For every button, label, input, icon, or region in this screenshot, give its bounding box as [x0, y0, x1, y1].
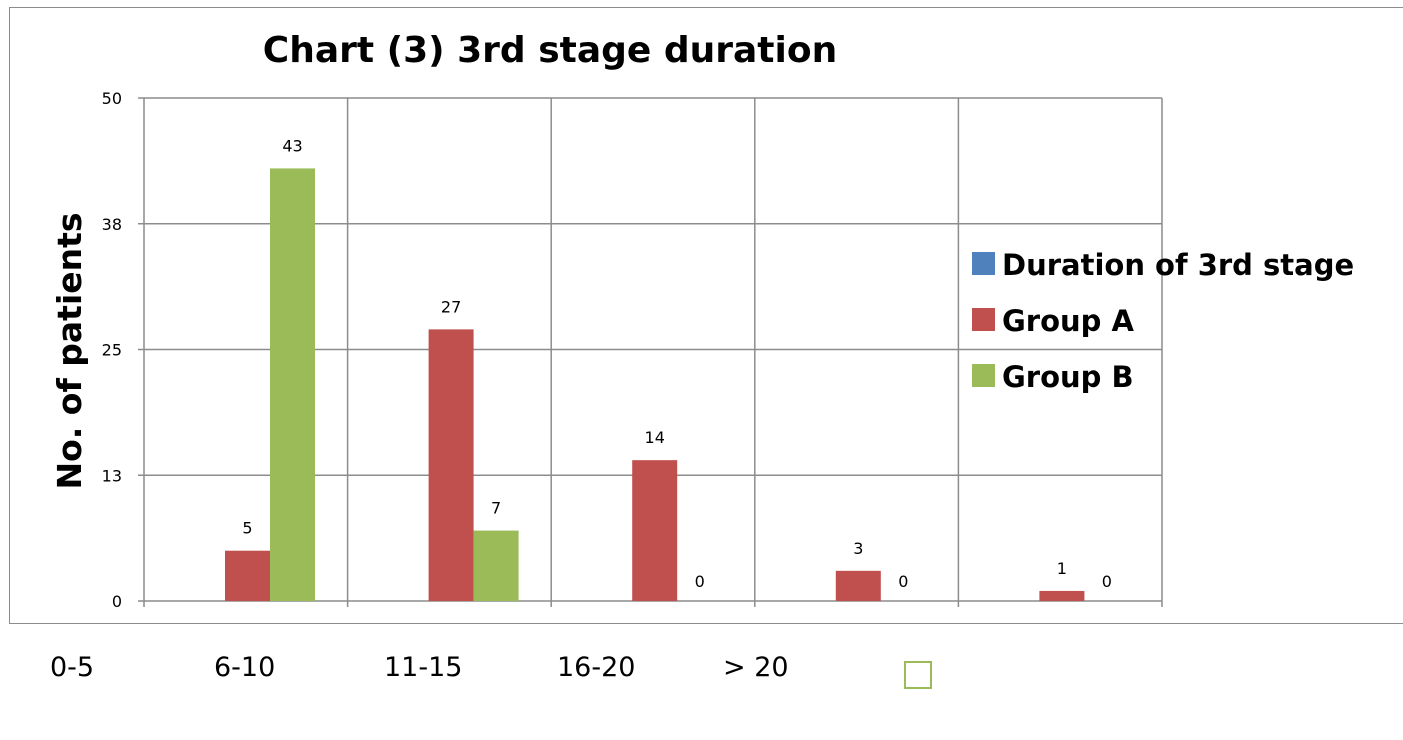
bar-group-a-4: [1039, 590, 1085, 601]
legend-swatch: [972, 308, 995, 331]
x-category-label: > 20: [723, 652, 789, 683]
legend-swatch: [972, 252, 995, 275]
data-label: 0: [1102, 572, 1112, 591]
category-labels: 0-5 6-10 11-15 16-20 > 20: [50, 652, 789, 683]
data-label: 27: [441, 297, 461, 316]
data-label: 14: [645, 428, 665, 447]
y-tick-label: 25: [102, 341, 122, 360]
stray-legend-marker: [904, 661, 932, 689]
legend: Duration of 3rd stage Group A Group B: [972, 248, 1354, 394]
bar-group-a-3: [835, 570, 881, 601]
data-label: 5: [242, 519, 252, 538]
bar-group-a-0: [225, 550, 270, 601]
data-label: 0: [898, 572, 908, 591]
stray-legend-text: Group B: [884, 737, 1016, 740]
stray-legend-fragment: Group B: [884, 661, 1016, 740]
y-tick-label: 38: [102, 215, 122, 234]
legend-swatch: [972, 364, 995, 387]
y-axis-label: No. of patients: [50, 212, 89, 489]
bar-group-a-2: [632, 460, 678, 601]
data-label: 7: [491, 499, 501, 518]
x-category-label: 0-5: [50, 652, 94, 683]
legend-entry: Duration of 3rd stage: [1002, 248, 1354, 282]
bar-group-b-1: [473, 530, 519, 601]
chart-title: Chart (3) 3rd stage duration: [263, 30, 837, 71]
data-label: 0: [695, 572, 705, 591]
x-category-label: 11-15: [384, 652, 462, 683]
bar-group-a-1: [428, 329, 474, 601]
data-label: 43: [282, 136, 302, 155]
x-category-label: 16-20: [557, 652, 635, 683]
y-tick-label: 50: [102, 89, 122, 108]
data-label: 1: [1057, 559, 1067, 578]
bar-group-b-0: [270, 168, 315, 602]
data-label: 3: [853, 539, 863, 558]
x-category-label: 6-10: [214, 652, 275, 683]
legend-entry: Group B: [1002, 360, 1134, 394]
y-tick-label: 13: [102, 466, 122, 485]
legend-entry: Group A: [1002, 304, 1135, 338]
y-tick-label: 0: [112, 592, 122, 611]
chart-frame: [9, 7, 1403, 624]
